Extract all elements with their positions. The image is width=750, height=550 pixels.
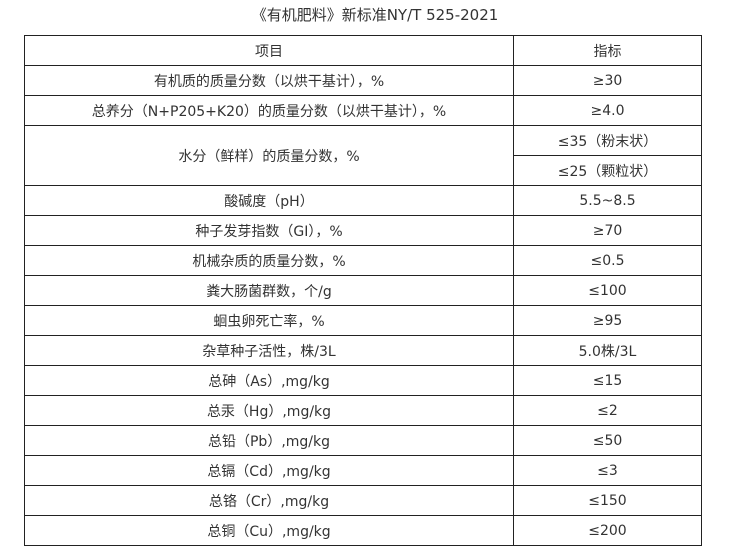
table-row: 蛔虫卵死亡率，% ≥95 — [24, 305, 702, 336]
header-item: 项目 — [24, 35, 514, 66]
standard-table: 项目 指标 有机质的质量分数（以烘干基计），% ≥30 总养分（N+P205+K20… — [24, 35, 702, 546]
table-row: 总铅（Pb）,mg/kg ≤50 — [24, 425, 702, 456]
row-spec: ≥95 — [513, 305, 702, 336]
table-row: 总镉（Cd）,mg/kg ≤3 — [24, 455, 702, 486]
row-spec: ≤150 — [513, 485, 702, 516]
row-item: 种子发芽指数（GI），% — [24, 215, 514, 246]
row-spec: ≤50 — [513, 425, 702, 456]
table-row: 机械杂质的质量分数，% ≤0.5 — [24, 245, 702, 276]
row-item: 总铬（Cr）,mg/kg — [24, 485, 514, 516]
row-item: 有机质的质量分数（以烘干基计），% — [24, 65, 514, 96]
row-item: 水分（鲜样）的质量分数，% — [24, 125, 514, 186]
table-row: ≤25（颗粒状） — [25, 155, 702, 186]
table-row: 总铬（Cr）,mg/kg ≤150 — [24, 485, 702, 516]
row-spec: 5.5~8.5 — [513, 185, 702, 216]
table-row: 总砷（As）,mg/kg ≤15 — [24, 365, 702, 396]
table-row: 总铜（Cu）,mg/kg ≤200 — [24, 515, 702, 546]
row-item: 总铜（Cu）,mg/kg — [24, 515, 514, 546]
table-row: 杂草种子活性，株/3L 5.0株/3L — [24, 335, 702, 366]
row-spec: ≤0.5 — [513, 245, 702, 276]
table-row: 总汞（Hg）,mg/kg ≤2 — [24, 395, 702, 426]
table-header-row: 项目 指标 — [24, 35, 702, 66]
table-row: 粪大肠菌群数，个/g ≤100 — [24, 275, 702, 306]
row-item: 总汞（Hg）,mg/kg — [24, 395, 514, 426]
row-item: 机械杂质的质量分数，% — [24, 245, 514, 276]
row-item: 蛔虫卵死亡率，% — [24, 305, 514, 336]
row-spec: 5.0株/3L — [513, 335, 702, 366]
row-spec: ≥30 — [513, 65, 702, 96]
row-spec: ≤25（颗粒状） — [513, 155, 702, 186]
row-spec: ≥4.0 — [513, 95, 702, 126]
table-row: 有机质的质量分数（以烘干基计），% ≥30 — [24, 65, 702, 96]
row-spec: ≤35（粉末状） — [513, 125, 702, 156]
row-spec: ≤100 — [513, 275, 702, 306]
row-item: 粪大肠菌群数，个/g — [24, 275, 514, 306]
header-spec: 指标 — [513, 35, 702, 66]
table-row: 总养分（N+P205+K20）的质量分数（以烘干基计），% ≥4.0 — [24, 95, 702, 126]
row-item: 总砷（As）,mg/kg — [24, 365, 514, 396]
row-spec: ≤3 — [513, 455, 702, 486]
row-item: 总养分（N+P205+K20）的质量分数（以烘干基计），% — [24, 95, 514, 126]
row-spec: ≤2 — [513, 395, 702, 426]
page-title: 《有机肥料》新标准NY/T 525-2021 — [251, 6, 499, 24]
row-item: 总镉（Cd）,mg/kg — [24, 455, 514, 486]
table-row: 种子发芽指数（GI），% ≥70 — [24, 215, 702, 246]
row-item: 杂草种子活性，株/3L — [24, 335, 514, 366]
table-row: 水分（鲜样）的质量分数，% ≤35（粉末状） — [24, 125, 702, 186]
row-item: 酸碱度（pH） — [24, 185, 514, 216]
table-row: 酸碱度（pH） 5.5~8.5 — [24, 185, 702, 216]
row-spec: ≥70 — [513, 215, 702, 246]
row-item: 总铅（Pb）,mg/kg — [24, 425, 514, 456]
row-spec: ≤200 — [513, 515, 702, 546]
row-spec: ≤15 — [513, 365, 702, 396]
